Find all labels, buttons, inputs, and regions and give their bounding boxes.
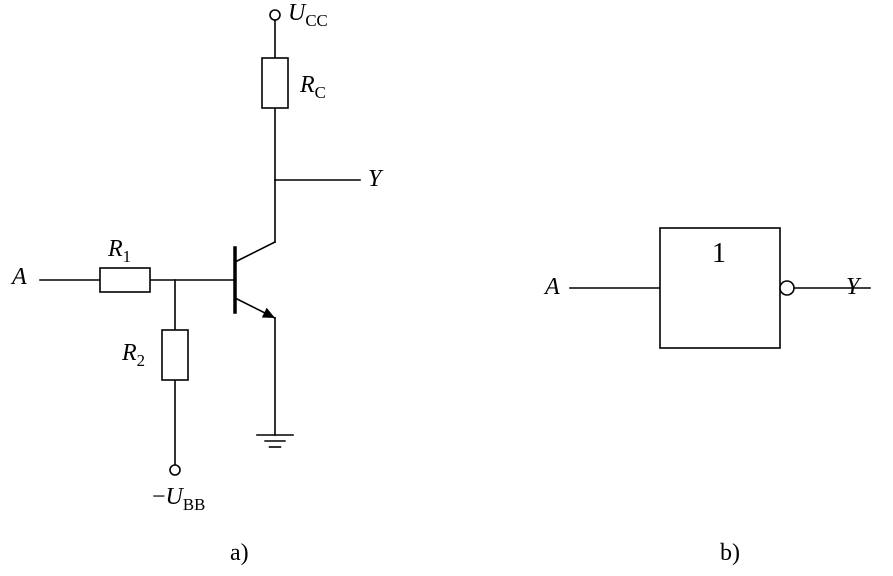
label-y-a-main: Y: [368, 166, 381, 192]
label-r2: R2: [122, 340, 145, 371]
label-ucc-main: U: [288, 0, 305, 26]
label-y-a: Y: [368, 166, 381, 193]
caption-a: a): [230, 540, 249, 567]
label-y-b: Y: [846, 274, 859, 301]
label-a-a-main: A: [12, 264, 27, 290]
label-rc-main: R: [300, 72, 315, 98]
label-r2-main: R: [122, 340, 137, 366]
label-rc: RC: [300, 72, 326, 103]
label-y-b-main: Y: [846, 274, 859, 300]
label-r1: R1: [108, 236, 131, 267]
label-rc-sub: C: [315, 83, 326, 102]
label-a-a: A: [12, 264, 27, 291]
label-ucc: UCC: [288, 0, 328, 31]
label-ucc-sub: CC: [305, 11, 327, 30]
gate-label-one: 1: [712, 238, 726, 270]
label-ubb: −UBB: [152, 484, 205, 515]
label-ubb-main: U: [166, 484, 183, 510]
diagram-canvas: [0, 0, 893, 576]
label-ubb-sub: BB: [183, 495, 205, 514]
caption-b: b): [720, 540, 740, 567]
label-r2-sub: 2: [137, 351, 145, 370]
label-a-b: A: [545, 274, 560, 301]
label-r1-sub: 1: [123, 247, 131, 266]
label-r1-main: R: [108, 236, 123, 262]
label-ubb-prefix: −: [152, 484, 166, 510]
label-a-b-main: A: [545, 274, 560, 300]
